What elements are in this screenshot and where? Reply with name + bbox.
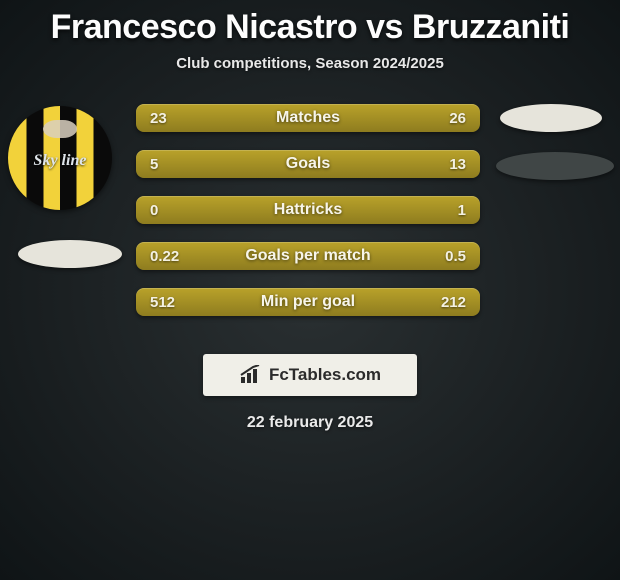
stat-left-value: 0 — [150, 202, 190, 219]
stat-rows: 23 Matches 26 5 Goals 13 0 Hattricks 1 0… — [136, 104, 480, 316]
stat-label: Goals — [286, 155, 330, 173]
stat-label: Min per goal — [261, 293, 355, 311]
brand-badge: FcTables.com — [203, 354, 417, 396]
stat-row-matches: 23 Matches 26 — [136, 104, 480, 132]
stat-left-value: 23 — [150, 110, 190, 127]
footer-date: 22 february 2025 — [0, 414, 620, 432]
name-pill-right-dark — [496, 152, 614, 180]
stat-left-value: 512 — [150, 294, 190, 311]
stat-left-value: 0.22 — [150, 248, 190, 265]
stat-label: Matches — [276, 109, 340, 127]
stat-row-min-per-goal: 512 Min per goal 212 — [136, 288, 480, 316]
name-pill-left — [18, 240, 122, 268]
stat-right-value: 1 — [426, 202, 466, 219]
stat-row-hattricks: 0 Hattricks 1 — [136, 196, 480, 224]
stat-left-value: 5 — [150, 156, 190, 173]
stat-row-goals-per-match: 0.22 Goals per match 0.5 — [136, 242, 480, 270]
stat-row-goals: 5 Goals 13 — [136, 150, 480, 178]
stat-right-value: 13 — [426, 156, 466, 173]
stat-label: Hattricks — [274, 201, 342, 219]
page-subtitle: Club competitions, Season 2024/2025 — [0, 55, 620, 72]
comparison-area: Sky line 23 Matches 26 5 Goals 13 0 Hatt… — [0, 106, 620, 336]
brand-bar-chart-icon — [239, 365, 263, 385]
stat-right-value: 26 — [426, 110, 466, 127]
name-pill-right-top — [500, 104, 602, 132]
jersey-collar — [43, 120, 77, 138]
brand-text: FcTables.com — [269, 365, 381, 385]
player-left-avatar: Sky line — [8, 106, 112, 210]
jersey-sponsor-text: Sky line — [34, 152, 87, 170]
stat-label: Goals per match — [245, 247, 370, 265]
page-title: Francesco Nicastro vs Bruzzaniti — [0, 0, 620, 47]
stat-right-value: 0.5 — [426, 248, 466, 265]
stat-right-value: 212 — [426, 294, 466, 311]
